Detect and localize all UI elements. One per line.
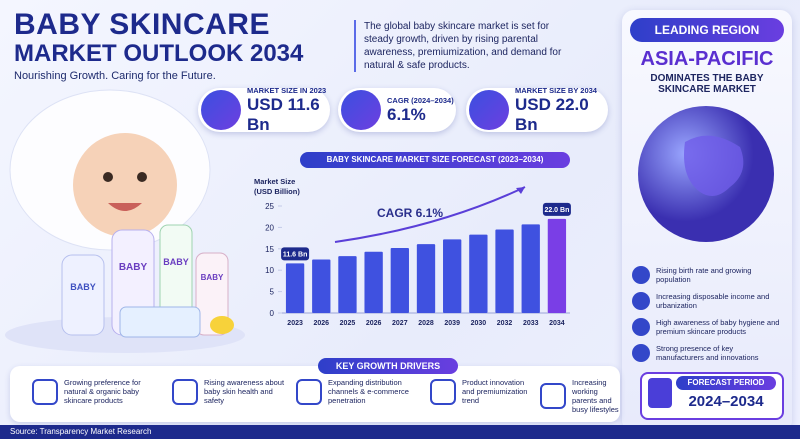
title-line1: BABY SKINCARE: [14, 8, 270, 41]
driver: Product innovation and premiumization tr…: [430, 378, 530, 405]
drivers-strip: [10, 366, 620, 422]
region-factor: Rising birth rate and growing population: [632, 266, 782, 284]
drivers-title: KEY GROWTH DRIVERS: [318, 358, 458, 374]
driver: Increasing working parents and busy life…: [540, 378, 620, 414]
product-label: BABY: [70, 282, 96, 292]
region-factor: High awareness of baby hygiene and premi…: [632, 318, 782, 336]
stat-value: 6.1%: [387, 104, 426, 124]
forecast-value: 2024–2034: [688, 393, 764, 410]
x-tick-label: 2028: [418, 320, 434, 327]
source: Source: Transparency Market Research: [10, 427, 152, 436]
subtitle: Nourishing Growth. Caring for the Future…: [14, 70, 216, 82]
y-tick-label: 0: [270, 309, 275, 318]
driver-text: Product innovation and premiumization tr…: [462, 378, 528, 405]
stat-value: USD 11.6 Bn: [247, 94, 320, 134]
trend-arrow: [334, 186, 526, 243]
value-label-box: [281, 247, 310, 261]
factor-text: Strong presence of key manufacturers and…: [656, 344, 759, 362]
baby-illustration: BABY BABY BABY BABY: [5, 89, 245, 353]
annotation: CAGR 6.1%: [377, 206, 443, 220]
x-tick-label: 2025: [340, 320, 356, 327]
factor-text: Rising birth rate and growing population: [656, 266, 752, 284]
bar: [364, 251, 383, 313]
bar: [390, 247, 409, 313]
x-tick-label: 2033: [523, 320, 539, 327]
driver-text: Increasing working parents and busy life…: [572, 378, 619, 414]
product-label: BABY: [163, 257, 189, 267]
bar: [312, 259, 331, 313]
x-tick-label: 2032: [497, 320, 513, 327]
bar: [443, 239, 462, 313]
stat-label: MARKET SIZE BY 2034: [515, 85, 597, 95]
x-tick-label: 2027: [392, 320, 408, 327]
bar: [285, 263, 305, 313]
footer: [0, 425, 800, 439]
value-label: 11.6 Bn: [283, 251, 308, 258]
bar: [495, 229, 514, 313]
region-tagline: DOMINATES THE BABY SKINCARE MARKET: [650, 73, 764, 95]
product-label: BABY: [119, 262, 148, 273]
globe: [638, 106, 774, 242]
x-tick-label: 2034: [549, 320, 565, 327]
y-tick-label: 25: [265, 202, 274, 211]
region-heading: LEADING REGION: [630, 18, 784, 42]
title-line2: MARKET OUTLOOK 2034: [14, 40, 304, 67]
value-label-box: [542, 202, 571, 216]
calendar-icon: [648, 378, 672, 408]
intro-text: The global baby skincare market is set f…: [354, 20, 564, 72]
bar: [521, 224, 540, 313]
stat-card: MARKET SIZE IN 2023 USD 11.6 Bn: [198, 85, 330, 134]
x-tick-label: 2039: [444, 320, 460, 327]
driver-text: Rising awareness about baby skin health …: [204, 378, 285, 405]
y-axis-label: (USD Billion): [254, 187, 300, 196]
product-label: BABY: [201, 273, 224, 282]
stat-label: CAGR (2024–2034): [387, 95, 454, 105]
value-label: 22.0 Bn: [544, 207, 569, 214]
x-tick-label: 2026: [313, 320, 329, 327]
bar: [547, 218, 567, 313]
driver: Growing preference for natural & organic…: [32, 378, 150, 405]
region-factor: Strong presence of key manufacturers and…: [632, 344, 782, 362]
factor-text: High awareness of baby hygiene and premi…: [656, 318, 780, 336]
chart: Market Size (USD Billion) CAGR 6.1% 0 5 10…: [254, 177, 571, 327]
x-tick-label: 2030: [471, 320, 487, 327]
driver-text: Growing preference for natural & organic…: [64, 378, 141, 405]
driver-text: Expanding distribution channels & e-comm…: [328, 378, 409, 405]
bar: [416, 244, 436, 313]
x-tick-label: 2026: [366, 320, 382, 327]
driver: Rising awareness about baby skin health …: [172, 378, 290, 405]
y-axis-label: Market Size: [254, 177, 295, 186]
x-tick-label: 2023: [287, 320, 303, 327]
stat-label: MARKET SIZE IN 2023: [247, 85, 327, 95]
bar: [469, 234, 488, 313]
y-tick-label: 15: [265, 245, 274, 254]
region-name: ASIA-PACIFIC: [640, 48, 774, 70]
forecast-label: FORECAST PERIOD: [676, 376, 776, 390]
factor-text: Increasing disposable income and urbaniz…: [656, 292, 770, 310]
y-tick-label: 5: [270, 288, 275, 297]
baby-face: [73, 133, 177, 237]
bar: [338, 256, 357, 313]
y-tick-label: 20: [265, 223, 274, 232]
stat-card: MARKET SIZE BY 2034 USD 22.0 Bn: [466, 85, 608, 134]
y-tick-label: 10: [265, 266, 274, 275]
stat-value: USD 22.0 Bn: [515, 94, 589, 134]
chart-title: BABY SKINCARE MARKET SIZE FORECAST (2023…: [300, 152, 570, 168]
driver: Expanding distribution channels & e-comm…: [296, 378, 414, 405]
stat-card: CAGR (2024–2034) 6.1%: [338, 88, 456, 132]
region-factor: Increasing disposable income and urbaniz…: [632, 292, 782, 310]
